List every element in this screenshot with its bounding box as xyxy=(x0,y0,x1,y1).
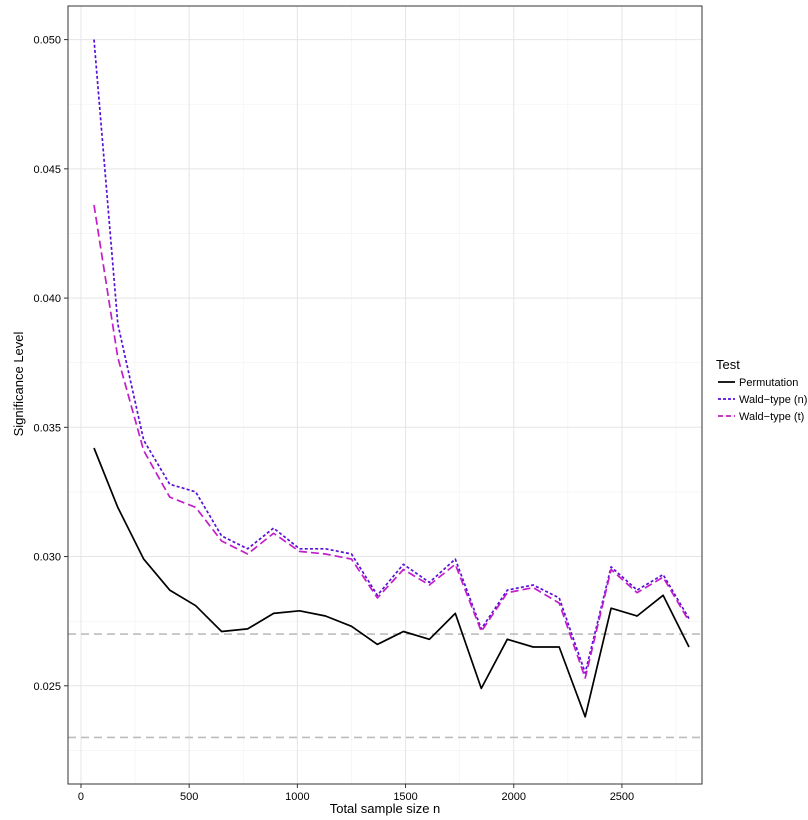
x-tick-label: 2000 xyxy=(502,791,526,803)
series-line-1 xyxy=(93,447,690,718)
x-tick-label: 1500 xyxy=(393,791,417,803)
y-axis: 0.025 0.030 0.035 0.040 0.045 0.050 xyxy=(33,35,68,693)
series-line-3 xyxy=(93,204,690,679)
y-tick-label: 0.050 xyxy=(33,35,61,47)
series-line-2 xyxy=(93,39,690,674)
y-tick-label: 0.035 xyxy=(33,422,61,434)
legend-title: Test xyxy=(716,357,740,372)
y-tick-label: 0.025 xyxy=(33,681,61,693)
y-tick-label: 0.040 xyxy=(33,293,61,305)
legend-label-3: Wald−type (t) xyxy=(739,411,804,423)
x-axis: 0 500 1000 1500 2000 2500 xyxy=(78,784,634,803)
x-tick-label: 1000 xyxy=(285,791,309,803)
y-tick-label: 0.045 xyxy=(33,164,61,176)
legend-label-2: Wald−type (n) xyxy=(739,394,807,406)
legend: Test Permutation Wald−type (n) Wald−type (… xyxy=(716,357,807,423)
x-tick-label: 0 xyxy=(78,791,84,803)
legend-label-1: Permutation xyxy=(739,377,798,389)
y-tick-label: 0.030 xyxy=(33,552,61,564)
plot-panel xyxy=(67,5,703,785)
plot-border xyxy=(67,5,703,785)
x-tick-label: 2500 xyxy=(610,791,634,803)
y-axis-label: Significance Level xyxy=(11,331,26,436)
x-axis-label: Total sample size n xyxy=(330,801,441,816)
x-tick-label: 500 xyxy=(180,791,198,803)
